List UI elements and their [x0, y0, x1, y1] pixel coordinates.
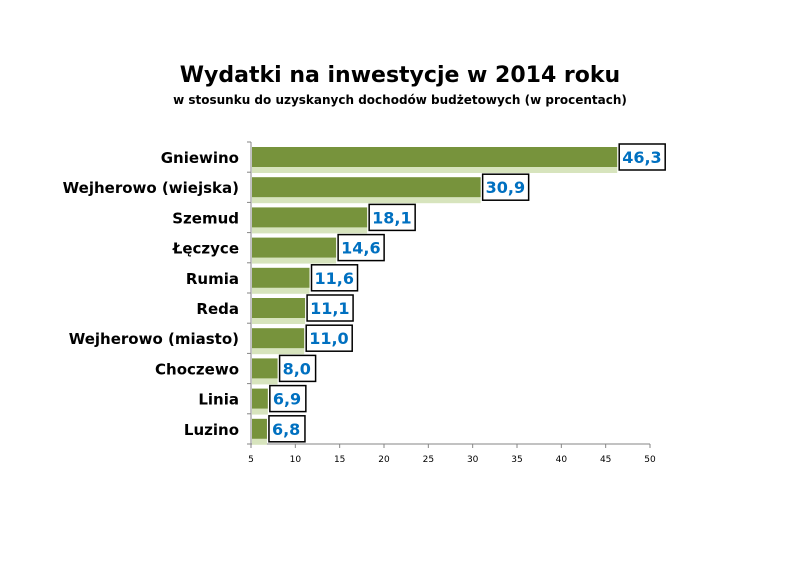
data-label-box — [368, 203, 416, 232]
data-label-box — [305, 324, 353, 352]
bar — [252, 267, 310, 288]
data-label: 6,9 — [273, 390, 301, 409]
bar — [252, 328, 305, 349]
bar — [252, 147, 618, 167]
bar-reflection — [252, 287, 310, 294]
data-label: 11,0 — [309, 329, 348, 348]
x-tick-label: 5 — [248, 455, 254, 465]
x-tick-label: 25 — [423, 455, 434, 465]
bar-reflection — [252, 257, 337, 264]
category-label: Wejherowo (wiejska) — [63, 179, 239, 197]
chart-subtitle: w stosunku do uzyskanych dochodów budżet… — [173, 93, 627, 107]
x-tick-label: 30 — [467, 455, 479, 465]
bar — [252, 418, 267, 439]
data-label: 11,6 — [315, 269, 354, 288]
data-label-box — [268, 415, 306, 443]
data-label: 14,6 — [341, 239, 380, 258]
bar-reflection — [252, 227, 368, 234]
category-label: Gniewino — [161, 149, 239, 167]
bar — [252, 388, 268, 409]
data-label-box — [618, 143, 666, 171]
data-label: 18,1 — [372, 208, 411, 227]
data-label-box — [310, 264, 359, 292]
bar-reflection — [252, 167, 618, 173]
x-tick-label: 45 — [600, 455, 611, 465]
chart-title: Wydatki na inwestycje w 2014 roku — [180, 63, 620, 88]
category-label: Luzino — [184, 421, 239, 439]
data-label: 30,9 — [486, 178, 525, 197]
data-label-box — [337, 233, 385, 262]
x-tick-label: 50 — [644, 455, 656, 465]
bar-reflection — [252, 438, 267, 445]
category-label: Linia — [198, 391, 239, 409]
bar-reflection — [252, 408, 268, 415]
bar — [252, 298, 306, 318]
data-label-box — [278, 354, 317, 383]
data-label-box — [481, 173, 530, 201]
x-tick-label: 10 — [290, 455, 302, 465]
data-label-box — [269, 384, 307, 413]
x-tick-label: 20 — [378, 455, 390, 465]
x-tick-label: 40 — [556, 455, 568, 465]
data-label: 11,1 — [310, 299, 349, 318]
data-label: 8,0 — [283, 359, 311, 378]
category-label: Rumia — [186, 270, 239, 288]
category-label: Reda — [196, 300, 239, 318]
bar — [252, 207, 368, 228]
category-label: Szemud — [172, 209, 239, 227]
bar — [252, 237, 337, 258]
bar-reflection — [252, 318, 306, 324]
bar — [252, 177, 481, 198]
category-label: Wejherowo (miasto) — [69, 330, 239, 348]
data-label: 46,3 — [622, 148, 661, 167]
data-label: 6,8 — [272, 420, 300, 439]
bar — [252, 358, 278, 379]
x-tick-label: 15 — [334, 455, 345, 465]
bar-reflection — [252, 197, 481, 204]
category-label: Łęczyce — [172, 240, 239, 258]
x-tick-label: 35 — [511, 455, 522, 465]
bar-reflection — [252, 378, 278, 385]
bar-reflection — [252, 348, 305, 355]
category-label: Choczewo — [155, 360, 239, 378]
data-label-box — [306, 294, 354, 322]
